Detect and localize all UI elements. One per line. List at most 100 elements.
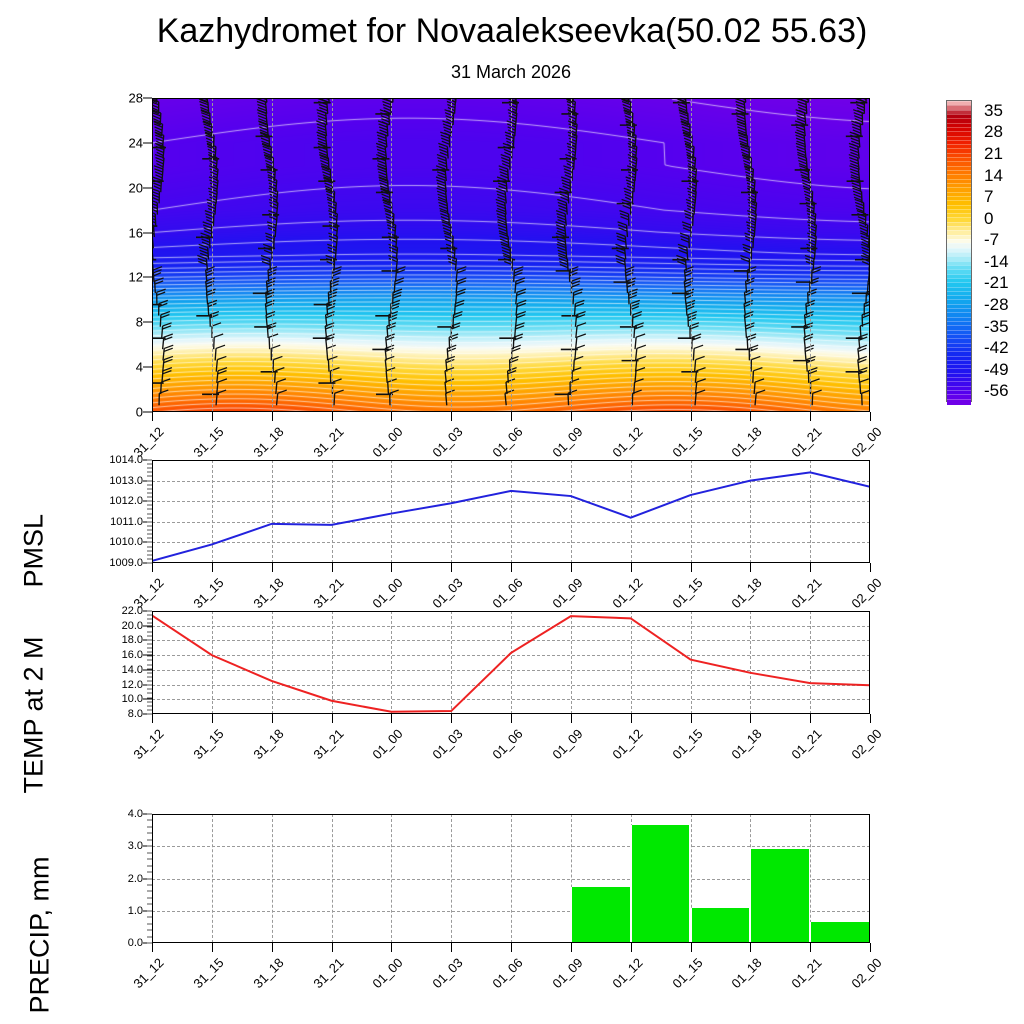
y-minor-tick xyxy=(147,878,152,879)
x-tick-label: 31_18 xyxy=(250,424,287,461)
colorbar-stripe xyxy=(947,226,971,233)
x-tick-label: 01_12 xyxy=(609,575,646,612)
y-minor-tick xyxy=(147,852,152,854)
x-tick-mark xyxy=(451,563,453,572)
x-tick-mark xyxy=(331,563,333,572)
vertical-gridline xyxy=(750,611,752,714)
colorbar-stripe xyxy=(947,342,971,349)
y-minor-tick xyxy=(147,635,152,637)
precip-bar xyxy=(690,907,751,943)
x-tick-mark xyxy=(271,412,273,421)
vertical-gridline xyxy=(391,611,393,714)
temp2m-frame xyxy=(152,611,870,714)
x-tick-label: 01_06 xyxy=(489,575,526,612)
colorbar-stripe xyxy=(947,252,971,258)
y-minor-tick xyxy=(147,651,152,653)
x-tick-mark xyxy=(630,563,632,572)
y-minor-tick xyxy=(147,936,152,938)
x-tick-label: 01_06 xyxy=(489,955,526,992)
y-minor-tick xyxy=(147,500,152,502)
y-minor-tick xyxy=(147,529,152,531)
x-tick-mark xyxy=(271,714,273,723)
x-tick-label: 01_18 xyxy=(728,424,765,461)
colorbar-stripe xyxy=(947,299,971,306)
x-tick-mark xyxy=(271,943,273,952)
x-tick-mark xyxy=(511,412,512,421)
x-tick-label: 01_09 xyxy=(549,575,586,612)
colorbar-stripe xyxy=(947,221,971,228)
colorbar-tick-label: -56 xyxy=(984,381,1009,401)
colorbar-stripe xyxy=(947,182,971,189)
x-tick-mark xyxy=(870,714,871,723)
x-tick-mark xyxy=(152,943,153,952)
colorbar-stripe xyxy=(947,351,971,358)
colorbar-stripe xyxy=(947,101,971,107)
colorbar-stripe xyxy=(947,329,971,336)
x-tick-mark xyxy=(570,412,572,421)
colorbar-stripe xyxy=(947,144,971,151)
x-tick-label: 01_15 xyxy=(668,955,706,992)
x-tick-label: 01_15 xyxy=(668,726,706,763)
y-minor-tick xyxy=(147,513,152,515)
x-tick-label: 01_15 xyxy=(668,575,706,612)
precip-frame xyxy=(152,814,870,943)
x-tick-mark xyxy=(211,714,213,723)
colorbar-stripe xyxy=(947,355,971,362)
colorbar-stripe xyxy=(947,338,971,345)
vertical-gridline xyxy=(511,611,512,714)
colorbar-stripe xyxy=(947,308,971,314)
colorbar-stripe xyxy=(947,385,971,392)
y-minor-tick xyxy=(147,813,152,815)
y-minor-tick xyxy=(147,680,152,682)
y-minor-tick xyxy=(147,554,152,556)
colorbar-tick-label: -7 xyxy=(984,230,1000,250)
x-tick-label: 31_15 xyxy=(190,575,227,612)
colorbar-stripe xyxy=(947,217,971,224)
y-tick-label: 12.0 xyxy=(121,678,143,691)
y-minor-tick xyxy=(147,709,152,711)
y-minor-tick xyxy=(147,618,152,620)
x-tick-label: 31_15 xyxy=(190,424,227,461)
y-minor-tick xyxy=(147,929,152,931)
colorbar-stripe xyxy=(947,303,971,310)
x-tick-mark xyxy=(511,943,512,952)
y-tick-mark xyxy=(143,321,152,323)
y-minor-tick xyxy=(147,484,152,486)
vertical-gridline xyxy=(810,611,812,714)
y-tick-mark xyxy=(143,625,152,627)
vertical-gridline xyxy=(690,814,692,943)
colorbar-stripe xyxy=(947,269,971,276)
x-tick-mark xyxy=(391,714,393,723)
y-minor-tick xyxy=(147,923,152,925)
x-tick-mark xyxy=(870,563,871,572)
x-tick-label: 01_00 xyxy=(369,424,406,461)
colorbar-stripe xyxy=(947,359,971,366)
x-tick-label: 31_12 xyxy=(130,955,167,992)
colorbar-stripe xyxy=(947,316,971,323)
y-minor-tick xyxy=(147,655,152,657)
x-tick-mark xyxy=(511,563,512,572)
y-minor-tick xyxy=(147,550,152,552)
y-minor-tick xyxy=(147,467,152,469)
y-minor-tick xyxy=(147,610,152,612)
y-minor-tick xyxy=(147,826,152,828)
y-minor-tick xyxy=(147,541,152,543)
colorbar-stripe xyxy=(947,165,971,172)
y-minor-tick xyxy=(147,463,152,465)
colorbar-stripe xyxy=(947,394,971,401)
y-minor-tick xyxy=(147,659,152,661)
y-minor-tick xyxy=(147,488,152,490)
x-tick-mark xyxy=(750,412,752,421)
colorbar-tick-label: -28 xyxy=(984,294,1009,314)
y-tick-label: 20 xyxy=(128,180,143,196)
temp-2m-series xyxy=(152,611,870,714)
x-tick-mark xyxy=(750,563,752,572)
x-tick-label: 01_00 xyxy=(369,726,406,763)
x-tick-mark xyxy=(211,563,213,572)
vertical-gridline xyxy=(750,98,752,412)
cross-section-plot-area xyxy=(152,98,870,412)
x-tick-label: 31_21 xyxy=(309,955,347,992)
x-tick-label: 01_18 xyxy=(728,726,765,763)
y-minor-tick xyxy=(147,858,152,860)
